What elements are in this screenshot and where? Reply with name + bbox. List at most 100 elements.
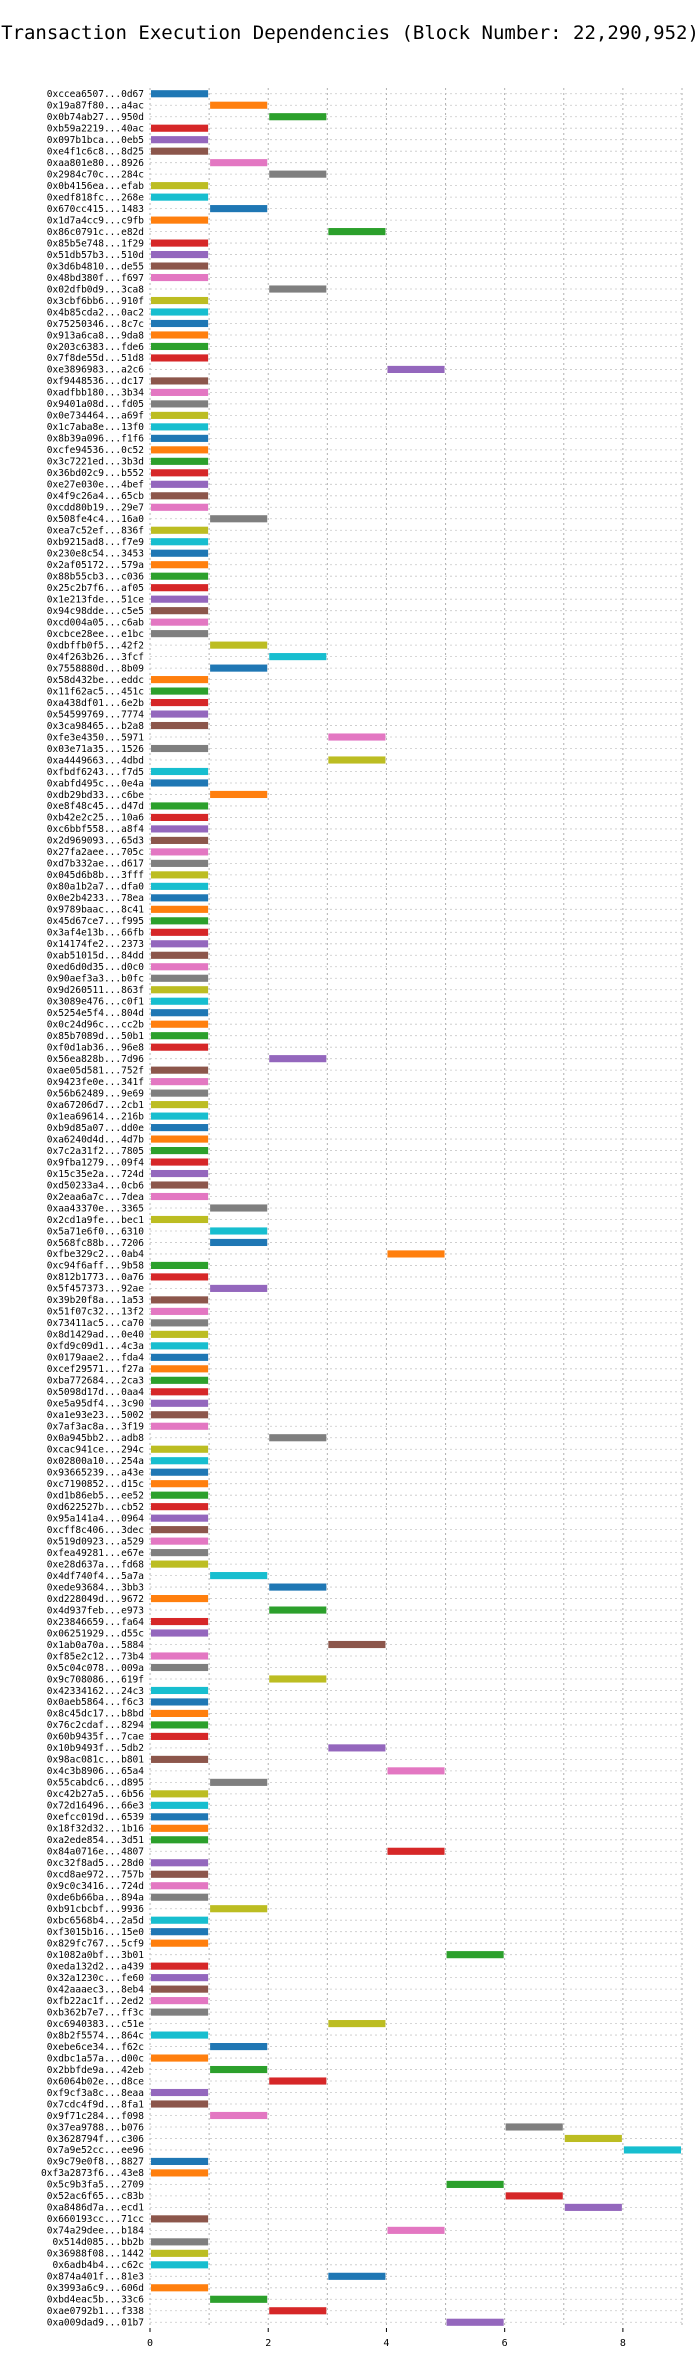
dependency-bar [151, 1732, 209, 1740]
y-tick-label: 0xa67206d7...2cb1 [47, 1100, 145, 1111]
dependency-bar [151, 1870, 209, 1878]
dependency-bar [151, 1353, 209, 1361]
y-tick-label: 0x9401a08d...fd05 [47, 399, 144, 410]
dependency-bar [151, 905, 209, 913]
dependency-bar [269, 285, 327, 293]
y-tick-label: 0x9fba1279...09f4 [47, 1157, 145, 1168]
dependency-bar [505, 2123, 563, 2131]
y-tick-label: 0xf0d1ab36...96e8 [47, 1042, 145, 1053]
y-tick-label: 0x55cabdc6...d895 [47, 1778, 144, 1789]
dependency-bar [151, 1124, 209, 1132]
y-tick-label: 0x36988f08...1442 [47, 2249, 144, 2260]
y-tick-label: 0xfbe329c2...0ab4 [47, 1249, 145, 1260]
y-tick-label: 0x10b9493f...5db2 [47, 1743, 144, 1754]
dependency-bar [151, 1411, 209, 1419]
y-tick-label: 0x54599769...7774 [47, 709, 145, 720]
y-tick-label: 0x1ea69614...216b [47, 1111, 145, 1122]
y-tick-label: 0x51f07c32...13f2 [47, 1307, 144, 1318]
dependency-bar [151, 1882, 209, 1890]
y-tick-label: 0x94c98dde...c5e5 [47, 606, 144, 617]
y-tick-label: 0x80a1b2a7...dfa0 [47, 882, 145, 893]
dependency-bar [151, 1388, 209, 1396]
y-tick-label: 0x812b1773...0a76 [47, 1272, 145, 1283]
y-tick-label: 0x519d0923...a529 [47, 1536, 145, 1547]
y-tick-label: 0x2bbfde9a...42eb [47, 2065, 145, 2076]
dependency-bar [269, 653, 327, 661]
y-tick-label: 0xadfbb180...3b34 [47, 388, 145, 399]
y-tick-label: 0xed6d0d35...d0c0 [47, 962, 145, 973]
dependency-bar [151, 963, 209, 971]
y-tick-label: 0x5f457373...92ae [47, 1284, 145, 1295]
y-tick-label: 0xeda132d2...a439 [47, 1961, 145, 1972]
dependency-bar [210, 2065, 268, 2074]
dependency-bar [151, 825, 209, 833]
y-tick-label: 0x5c04c078...009a [47, 1663, 144, 1674]
dependency-bar [151, 434, 209, 442]
y-tick-label: 0x74a29dee...b184 [47, 2226, 145, 2237]
dependency-bar [151, 342, 209, 351]
dependency-bar [151, 308, 209, 316]
dependency-bar [151, 262, 209, 270]
dependency-bar [151, 1663, 209, 1672]
y-tick-label: 0x5254e5f4...804d [47, 1008, 144, 1019]
dependency-bar [151, 193, 209, 201]
dependency-bar [151, 296, 209, 305]
y-tick-label: 0x7cdc4f9d...8fa1 [47, 2099, 145, 2110]
dependency-bar [151, 1503, 209, 1511]
dependency-bar [151, 411, 209, 419]
y-tick-label: 0x7af3ac8a...3f19 [47, 1422, 145, 1433]
y-tick-label: 0x6adb4b4...c62c [52, 2260, 144, 2271]
dependency-bar [151, 2031, 209, 2039]
y-tick-label: 0xe4f1c6c8...8d25 [47, 146, 144, 157]
dependency-bar [151, 1686, 209, 1695]
dependency-bar [151, 1859, 209, 1867]
dependency-bar [151, 1215, 209, 1224]
y-tick-label: 0xede93684...3bb3 [47, 1582, 144, 1593]
y-tick-label: 0x8d1429ad...0e40 [47, 1330, 145, 1341]
dependency-bar [151, 882, 209, 890]
dependency-bar [446, 2180, 504, 2188]
dependency-bar [151, 630, 209, 638]
dependency-bar [269, 2077, 327, 2085]
y-tick-label: 0x9423fe0e...341f [47, 1077, 144, 1088]
y-tick-label: 0x514d085...bb2b [52, 2237, 144, 2248]
dependency-bar [151, 699, 209, 707]
y-tick-label: 0xb9d85a07...dd0e [47, 1123, 145, 1134]
y-tick-label: 0x2cd1a9fe...bec1 [47, 1215, 145, 1226]
y-tick-label: 0x5c9b3fa5...2709 [47, 2180, 145, 2191]
y-tick-label: 0x3628794f...c306 [47, 2134, 145, 2145]
y-tick-label: 0xabfd495c...0e4a [47, 778, 144, 789]
dependency-bar [387, 1767, 445, 1775]
y-tick-label: 0x4f263b26...3fcf [47, 652, 144, 663]
y-tick-label: 0x230e8c54...3453 [47, 549, 144, 560]
y-tick-label: 0x5a71e6f0...6310 [47, 1226, 145, 1237]
dependency-bar [151, 1939, 209, 1947]
dependency-bar [151, 1755, 209, 1763]
dependency-bar [151, 1709, 209, 1717]
chart-title: Transaction Execution Dependencies (Bloc… [1, 22, 699, 44]
dependency-bar [387, 1250, 445, 1258]
dependency-bar [269, 1055, 327, 1063]
y-tick-label: 0x097b1bca...0eb5 [47, 135, 144, 146]
y-tick-label: 0xb9215ad8...f7e9 [47, 537, 145, 548]
dependency-bar [151, 526, 209, 534]
dependency-bar [151, 871, 209, 879]
dependency-bar [151, 676, 209, 684]
dependency-bar [269, 170, 327, 178]
dependency-bar [151, 607, 209, 615]
y-tick-label: 0xa009dad9...01b7 [47, 2318, 144, 2329]
dependency-bar [151, 561, 209, 569]
dependency-bar [151, 917, 209, 925]
y-tick-label: 0x1082a0bf...3b01 [47, 1950, 145, 1961]
y-tick-label: 0xb362b7e7...ff3c [47, 2007, 144, 2018]
y-tick-label: 0xf9cf3a8c...8eaa [47, 2088, 144, 2099]
dependency-bar [151, 951, 209, 959]
dependency-bar [210, 664, 268, 672]
y-tick-label: 0x84a0716e...4807 [47, 1847, 144, 1858]
y-tick-label: 0x11f62ac5...451c [47, 686, 144, 697]
dependency-bar [623, 2146, 681, 2154]
y-tick-label: 0x2d969093...65d3 [47, 836, 144, 847]
dependency-bar [151, 1629, 209, 1637]
dependency-bar [151, 779, 209, 787]
y-tick-label: 0xc32f8ad5...28d0 [47, 1858, 145, 1869]
